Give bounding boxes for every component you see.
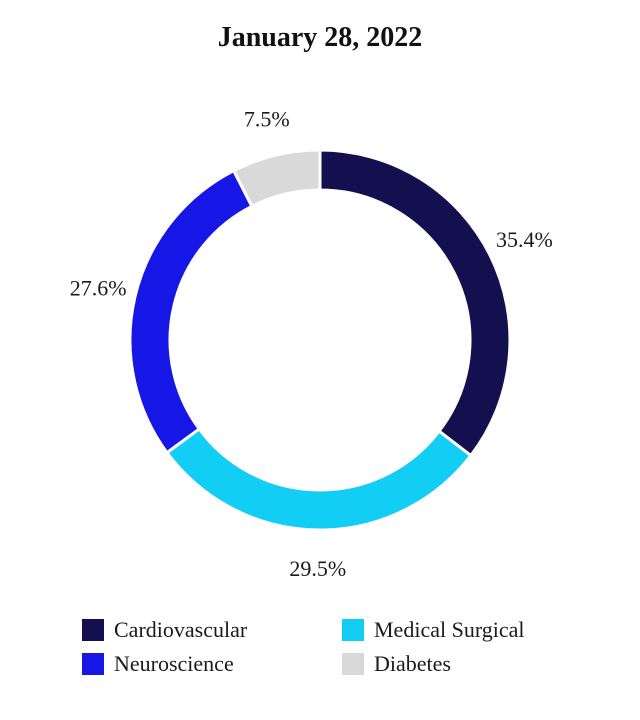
legend-item-medical-surgical: Medical Surgical — [342, 616, 525, 644]
data-label-cardiovascular: 35.4% — [496, 227, 553, 252]
legend: Cardiovascular Medical Surgical Neurosci… — [82, 616, 582, 686]
legend-swatch-medical-surgical — [342, 619, 364, 641]
data-label-diabetes: 7.5% — [244, 106, 290, 131]
donut-slice-diabetes — [231, 148, 322, 209]
legend-swatch-neuroscience — [82, 653, 104, 675]
data-label-neuroscience: 27.6% — [70, 275, 127, 300]
legend-label-diabetes: Diabetes — [374, 651, 451, 676]
donut-slice-neuroscience — [128, 168, 254, 455]
data-label-medical-surgical: 29.5% — [289, 556, 346, 581]
legend-swatch-cardiovascular — [82, 619, 104, 641]
donut-chart: 35.4% 29.5% 27.6% 7.5% — [70, 106, 553, 581]
legend-label-medical-surgical: Medical Surgical — [374, 617, 525, 642]
legend-item-diabetes: Diabetes — [342, 650, 451, 678]
legend-item-cardiovascular: Cardiovascular — [82, 616, 247, 644]
donut-slice-medical-surgical — [164, 426, 473, 532]
legend-label-cardiovascular: Cardiovascular — [114, 617, 248, 642]
legend-label-neuroscience: Neuroscience — [114, 651, 234, 676]
legend-swatch-diabetes — [342, 653, 364, 675]
chart-title: January 28, 2022 — [217, 22, 423, 53]
donut-slice-cardiovascular — [318, 148, 512, 458]
legend-item-neuroscience: Neuroscience — [82, 650, 234, 678]
